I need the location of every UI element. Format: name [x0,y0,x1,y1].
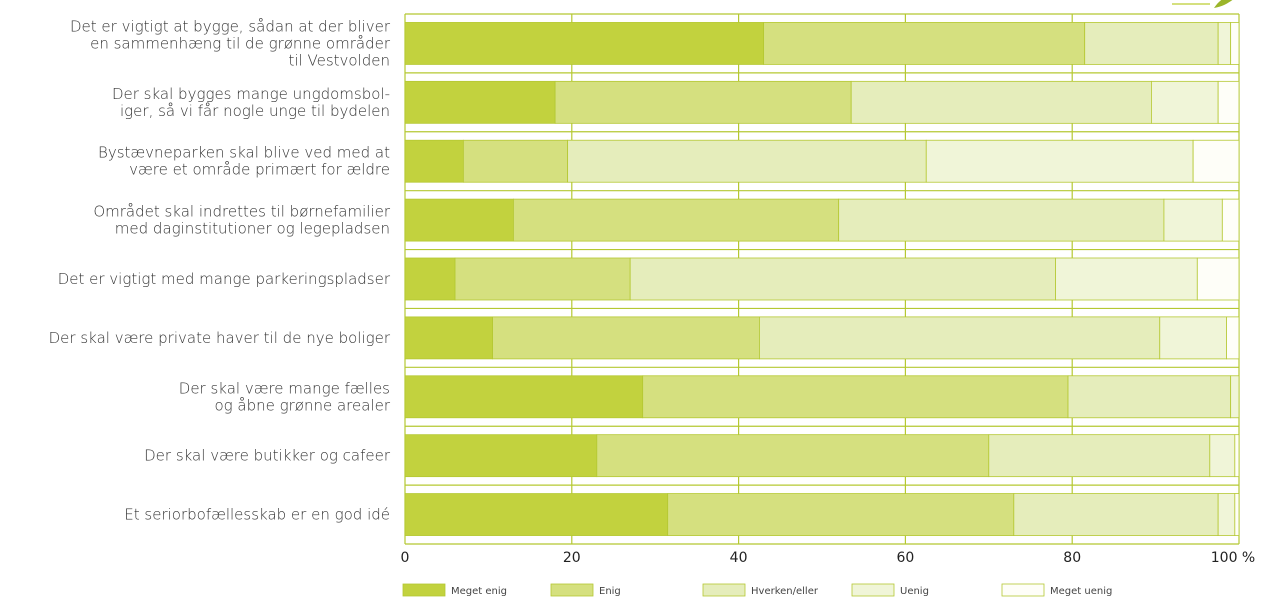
category-label-0: Det er vigtigt at bygge, sådan at der bl… [70,17,391,69]
x-tick-label-0: 0 [401,550,410,566]
legend: Meget enig Enig Hverken/eller Uenig Meget ue… [402,583,1112,597]
legend-label-2: Hverken/eller [751,586,819,597]
bar-segment-0-2 [1084,22,1219,65]
category-label-5: Der skal være private haver til de nye b… [49,329,391,347]
bar-segment-2-3 [925,139,1194,183]
bar-segment-1-0 [404,80,556,124]
legend-swatch-3 [851,583,895,597]
bar-segment-7-1 [596,434,990,478]
bar-segment-7-4 [1234,434,1240,478]
bar-segment-4-0 [404,257,456,301]
bar-segment-8-2 [1013,493,1219,536]
bar-segment-5-0 [404,316,493,360]
bar-segment-5-3 [1159,316,1227,360]
bar-segment-6-2 [1067,375,1232,419]
x-tick-labels: 0 20 40 60 80 100 % [401,550,1256,566]
bar-segment-1-4 [1217,80,1240,124]
legend-swatch-1 [550,583,594,597]
bar-segment-6-0 [404,375,644,419]
bar-segment-3-3 [1163,198,1223,242]
x-tick-label-4: 80 [1063,550,1081,566]
legend-swatch-0 [402,583,446,597]
bar-segment-0-3 [1217,22,1232,65]
bar-segment-3-1 [513,198,840,242]
bars [404,22,1240,536]
category-label-2: Bystævneparken skal blive ved med at være… [98,144,390,179]
bar-segment-4-2 [629,257,1056,301]
legend-label-1: Enig [599,586,621,597]
bar-segment-2-0 [404,139,464,183]
bar-segment-3-0 [404,198,514,242]
bar-segment-6-1 [642,375,1069,419]
category-label-1: Der skal bygges mange ungdomsbol-iger, s… [112,85,390,120]
legend-swatch-2 [702,583,746,597]
bar-segment-4-1 [454,257,631,301]
bar-segment-4-4 [1196,257,1240,301]
bar-segment-8-1 [667,493,1015,536]
bar-segment-5-4 [1226,316,1240,360]
legend-swatch-4 [1001,583,1045,597]
bar-segment-0-4 [1230,22,1240,65]
legend-label-3: Uenig [900,586,929,597]
bar-segment-4-3 [1055,257,1198,301]
x-tick-label-3: 60 [896,550,914,566]
bar-segment-2-2 [567,139,927,183]
bar-segment-2-4 [1192,139,1240,183]
bar-segment-8-0 [404,493,669,536]
category-labels: Det er vigtigt at bygge, sådan at der bl… [49,17,391,523]
bar-segment-1-3 [1151,80,1219,124]
bar-segment-1-1 [554,80,852,124]
bar-segment-2-1 [462,139,569,183]
bar-segment-7-2 [988,434,1211,478]
bar-segment-3-4 [1221,198,1240,242]
legend-label-0: Meget enig [451,586,507,597]
category-label-8: Et seriorbofællesskab er en god idé [124,506,390,524]
bar-segment-1-2 [850,80,1152,124]
x-tick-label-5: 100 % [1211,550,1255,566]
bar-segment-6-3 [1230,375,1240,419]
category-label-4: Det er vigtigt med mange parkeringsplads… [58,270,391,288]
bar-segment-8-3 [1217,493,1236,536]
bar-segment-7-3 [1209,434,1236,478]
category-label-7: Der skal være butikker og cafeer [144,447,391,465]
bar-segment-8-4 [1234,493,1240,536]
category-label-3: Området skal indrettes til børnefamilier… [93,203,391,238]
leaf-logo-icon [1172,0,1233,8]
bar-segment-3-2 [838,198,1165,242]
bar-segment-5-1 [492,316,760,360]
legend-label-4: Meget uenig [1050,586,1112,597]
category-label-6: Der skal være mange fælles og åbne grønne… [179,379,391,414]
x-tick-label-2: 40 [730,550,748,566]
bar-segment-0-0 [404,22,765,65]
bar-segment-5-2 [759,316,1161,360]
x-tick-label-1: 20 [563,550,581,566]
bar-segment-0-1 [763,22,1086,65]
bar-segment-7-0 [404,434,598,478]
